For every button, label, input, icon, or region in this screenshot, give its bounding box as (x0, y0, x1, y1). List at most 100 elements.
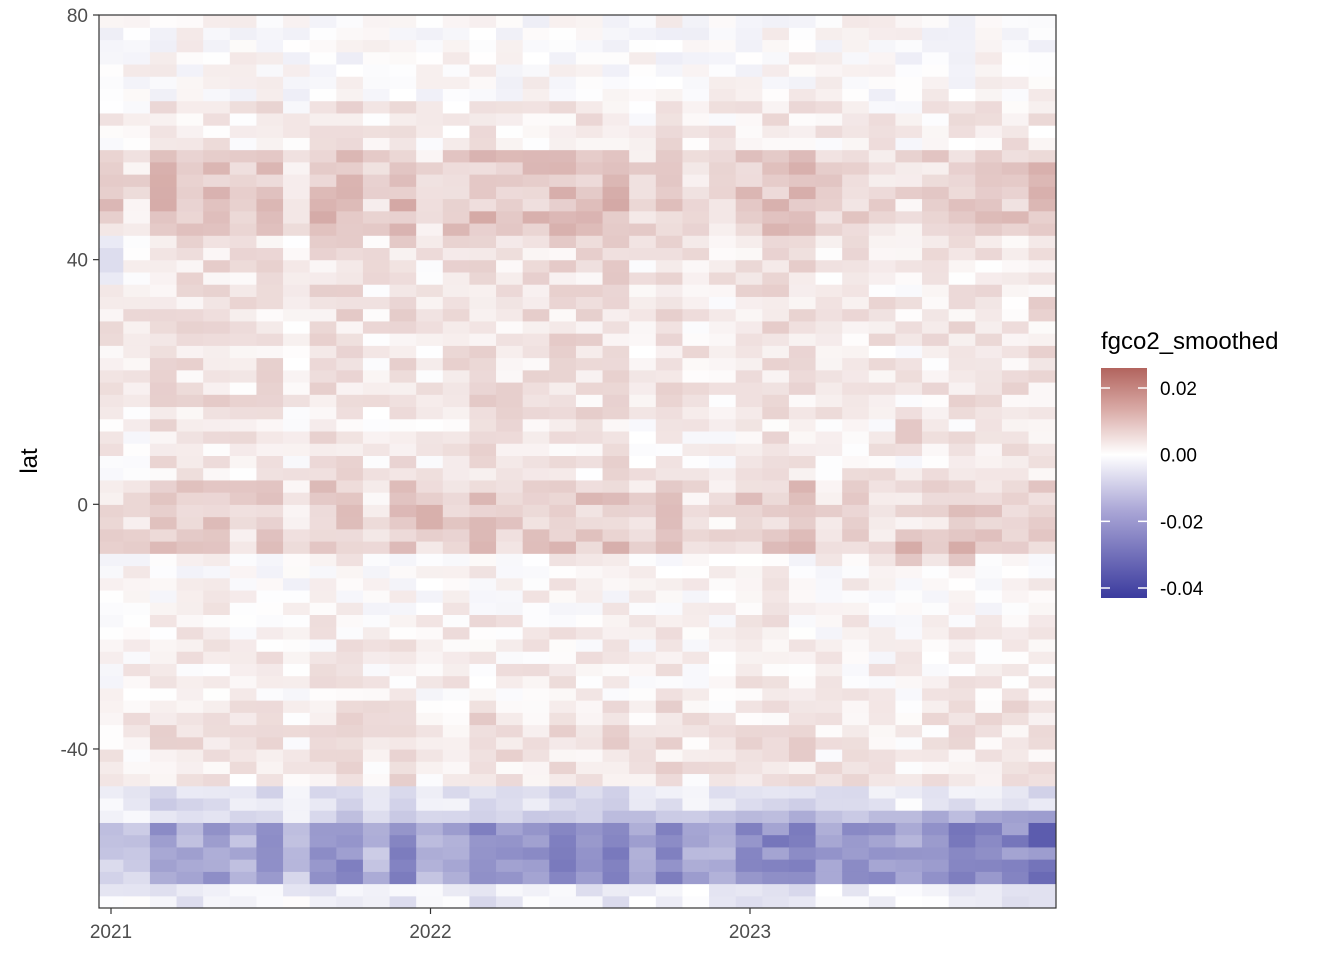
heatmap-cell (735, 418, 765, 432)
heatmap-cell (629, 638, 658, 652)
heatmap-cell (629, 100, 658, 114)
heatmap-cell (416, 761, 445, 775)
heatmap-cell (655, 88, 685, 102)
heatmap-cell (575, 834, 605, 848)
heatmap-cell (229, 137, 259, 151)
heatmap-cell (948, 626, 978, 640)
heatmap-cell (788, 51, 818, 65)
heatmap-cell (868, 492, 898, 505)
heatmap-cell (469, 602, 499, 616)
heatmap-cell (1028, 222, 1056, 236)
heatmap-cell (309, 504, 339, 518)
heatmap-cell (975, 895, 1004, 909)
heatmap-cell (842, 871, 871, 885)
heatmap-cell (655, 125, 685, 138)
heatmap-cell (975, 100, 1004, 114)
heatmap-cell (549, 418, 578, 432)
heatmap-cell (682, 504, 712, 518)
heatmap-cell (256, 76, 286, 89)
heatmap-cell (549, 112, 578, 126)
heatmap-cell (416, 88, 445, 102)
heatmap-cell (336, 112, 365, 126)
heatmap-cell (1001, 871, 1031, 885)
heatmap-cell (895, 345, 925, 359)
heatmap-cell (629, 724, 658, 738)
heatmap-cell (842, 443, 871, 456)
heatmap-cell (389, 247, 419, 261)
heatmap-cell (416, 810, 445, 823)
heatmap-cell (762, 51, 791, 65)
heatmap-cell (629, 15, 658, 28)
heatmap-cell (815, 430, 845, 444)
heatmap-cell (975, 443, 1004, 456)
heatmap-cell (522, 675, 552, 689)
heatmap-cell (575, 186, 605, 200)
heatmap-cell (522, 651, 552, 664)
heatmap-cell (788, 76, 818, 89)
heatmap-cell (895, 418, 925, 432)
heatmap-cell (123, 504, 152, 518)
heatmap-cell (948, 418, 978, 432)
heatmap-cell (522, 15, 552, 28)
heatmap-cell (229, 602, 259, 616)
heatmap-cell (922, 675, 951, 689)
heatmap-cell (602, 516, 632, 530)
heatmap-cell (123, 467, 152, 481)
heatmap-cell (442, 381, 472, 395)
heatmap-cell (229, 174, 259, 187)
heatmap-cell (496, 479, 525, 493)
heatmap-cell (629, 443, 658, 456)
heatmap-cell (256, 504, 286, 518)
heatmap-cell (469, 736, 499, 750)
heatmap-cell (549, 210, 578, 224)
heatmap-cell (735, 700, 765, 713)
heatmap-cell (1028, 125, 1056, 138)
heatmap-cell (788, 883, 818, 897)
heatmap-cell (416, 125, 445, 138)
heatmap-cell (416, 651, 445, 664)
heatmap-cell (975, 186, 1004, 200)
heatmap-cell (469, 638, 499, 652)
heatmap-cell (895, 247, 925, 261)
heatmap-cell (549, 430, 578, 444)
heatmap-cell (256, 675, 286, 689)
heatmap-cell (1001, 284, 1031, 297)
heatmap-cell (1001, 822, 1031, 836)
heatmap-cell (868, 222, 898, 236)
heatmap-cell (735, 112, 765, 126)
heatmap-cell (655, 504, 685, 518)
heatmap-cell (682, 296, 712, 310)
heatmap-cell (735, 822, 765, 836)
heatmap-cell (496, 871, 525, 885)
heatmap-cell (229, 149, 259, 163)
heatmap-cell (975, 785, 1004, 799)
heatmap-cell (149, 516, 179, 530)
heatmap-cell (895, 895, 925, 909)
heatmap-cell (922, 394, 951, 408)
heatmap-cell (283, 125, 312, 138)
heatmap-cell (629, 357, 658, 371)
heatmap-cell (442, 675, 472, 689)
heatmap-cell (735, 663, 765, 677)
heatmap-cell (815, 51, 845, 65)
heatmap-cell (522, 394, 552, 408)
heatmap-cell (522, 320, 552, 334)
heatmap-cell (309, 320, 339, 334)
heatmap-cell (123, 528, 152, 542)
heatmap-cell (442, 663, 472, 677)
heatmap-cell (229, 748, 259, 762)
heatmap-cell (975, 687, 1004, 701)
heatmap-cell (123, 51, 152, 65)
heatmap-cell (895, 76, 925, 89)
heatmap-cell (336, 810, 365, 823)
heatmap-cell (655, 198, 685, 212)
heatmap-cell (709, 675, 738, 689)
heatmap-cell (176, 259, 206, 273)
heatmap-cell (283, 504, 312, 518)
heatmap-cell (549, 712, 578, 726)
heatmap-cell (522, 810, 552, 823)
heatmap-cell (283, 15, 312, 28)
heatmap-cell (1028, 210, 1056, 224)
heatmap-cell (815, 443, 845, 456)
heatmap-cell (469, 296, 499, 310)
